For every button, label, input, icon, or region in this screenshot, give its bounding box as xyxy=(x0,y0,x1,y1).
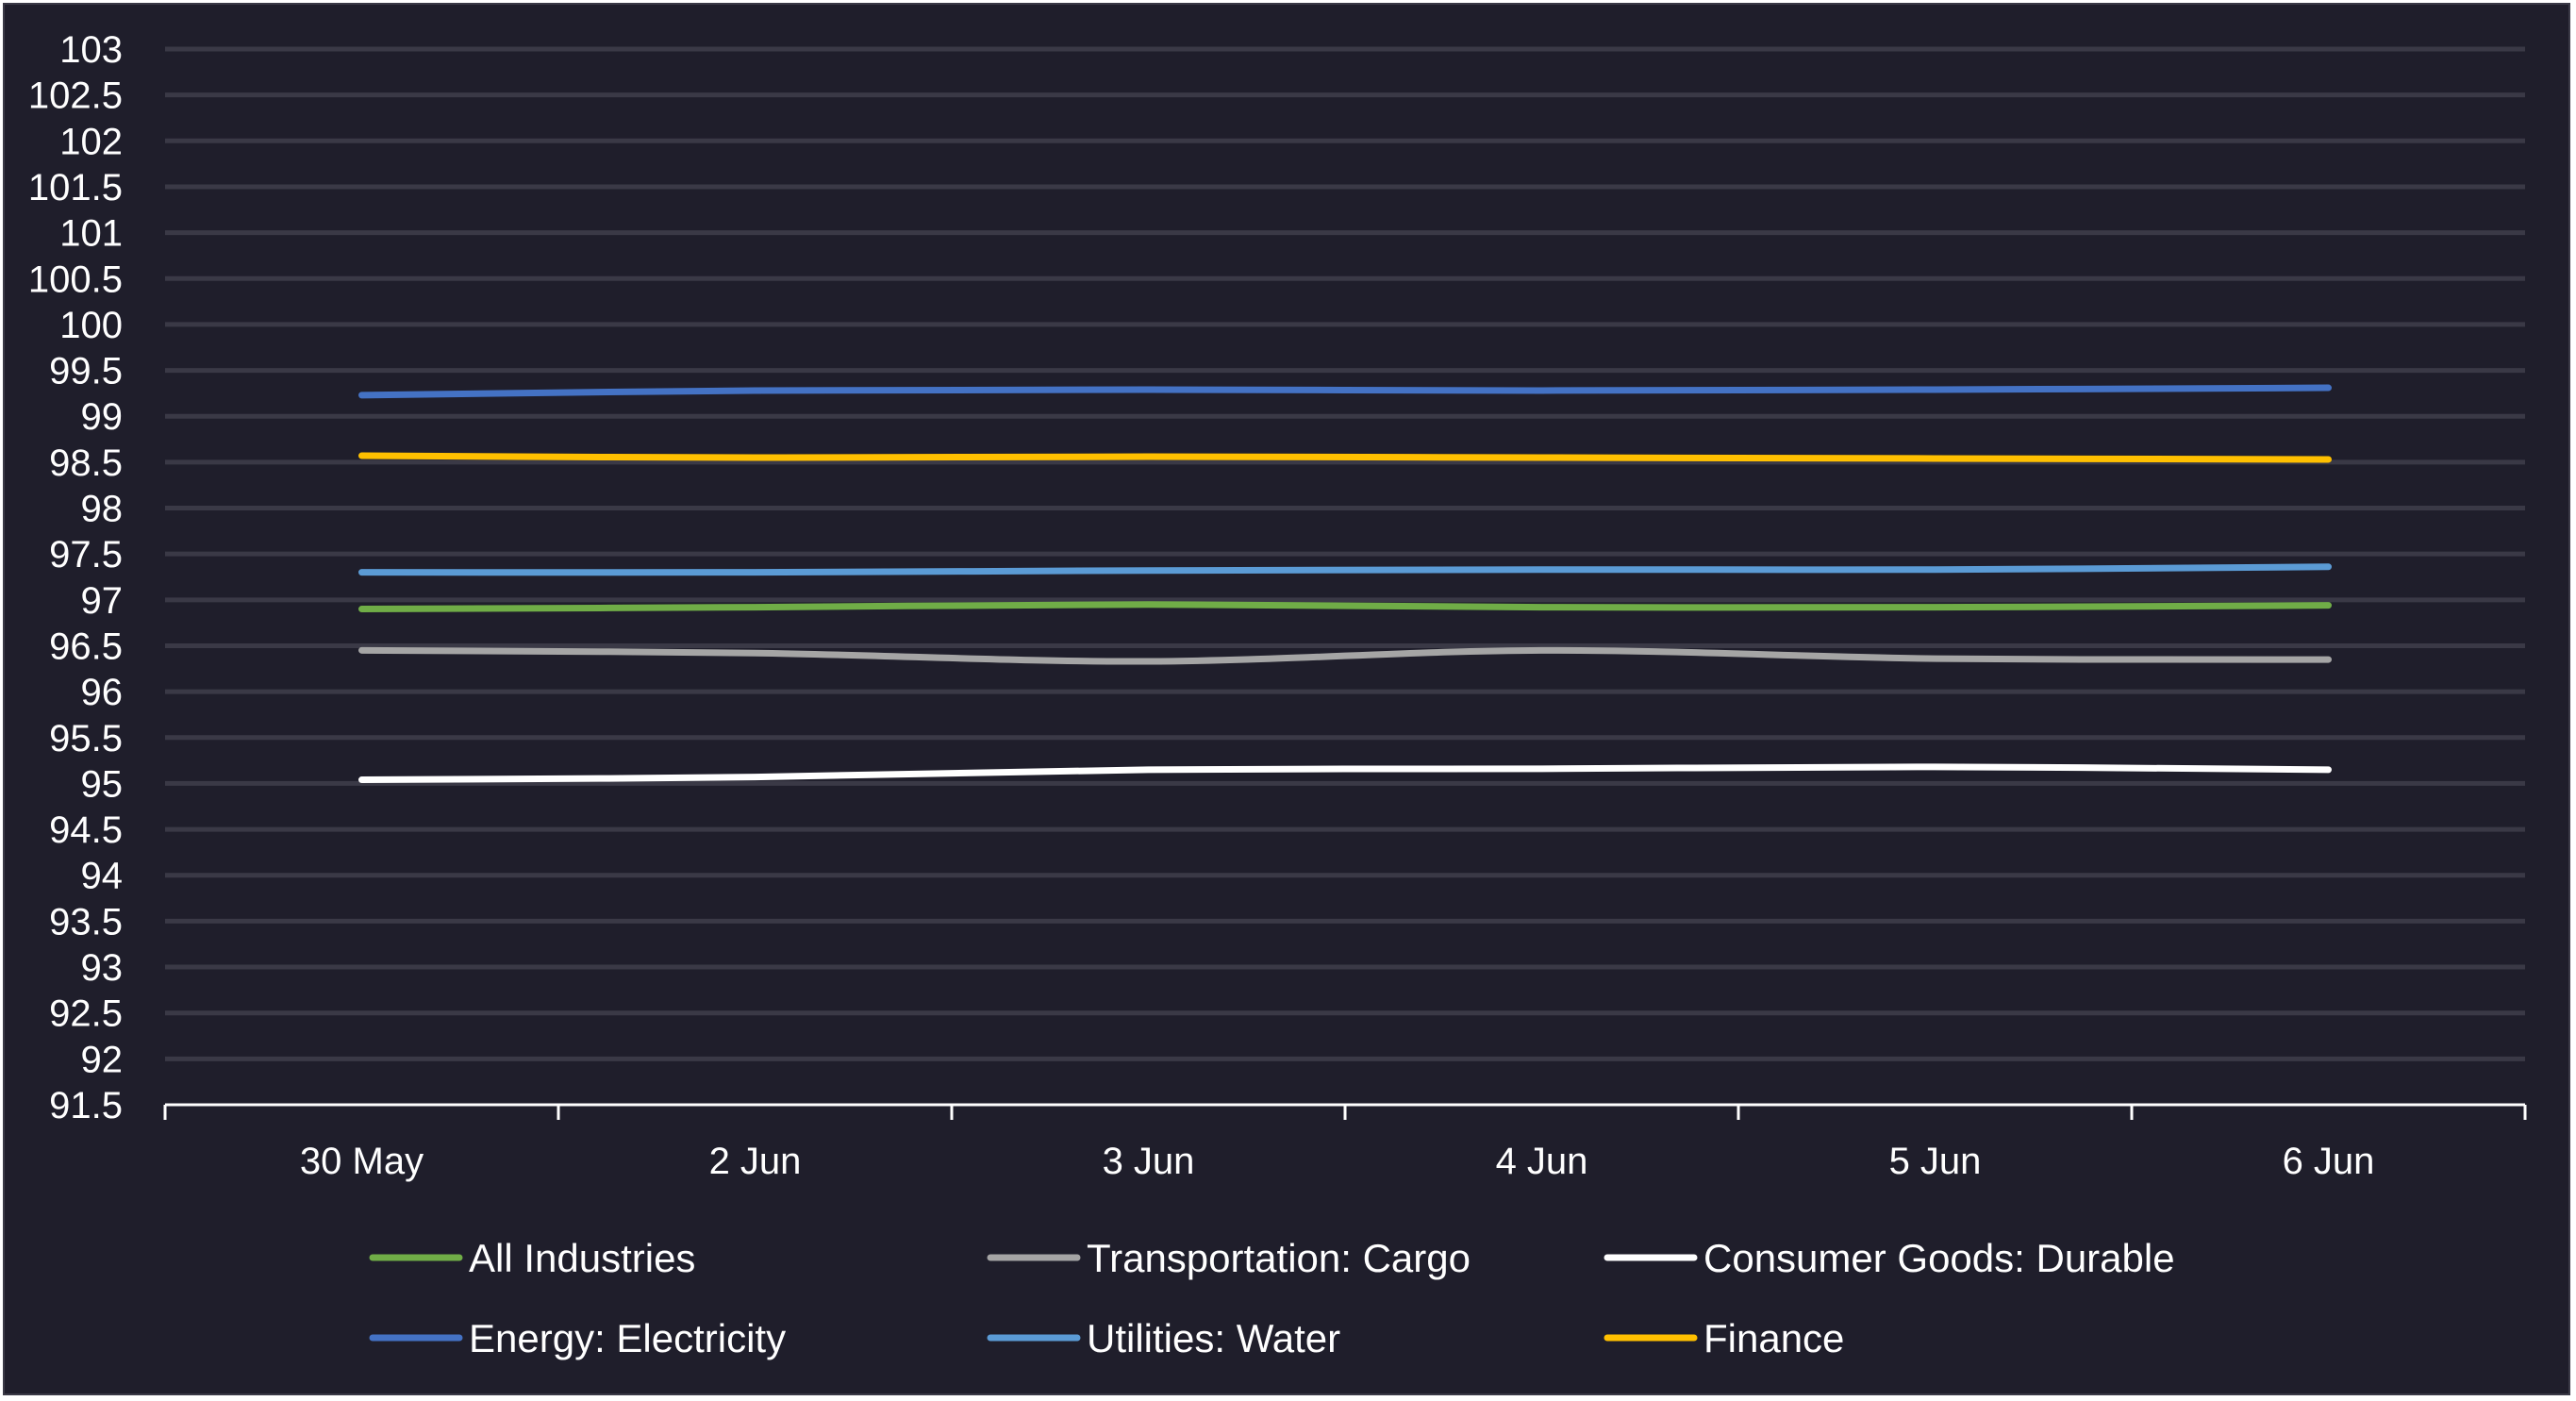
y-tick-label: 96.5 xyxy=(49,625,123,667)
y-tick-label: 99.5 xyxy=(49,351,123,392)
legend-label: Utilities: Water xyxy=(1087,1316,1340,1360)
y-tick-label: 102 xyxy=(59,121,123,162)
series-line-transportation-cargo xyxy=(358,646,2332,665)
x-tick-label: 30 May xyxy=(300,1141,424,1182)
legend-label: Consumer Goods: Durable xyxy=(1703,1236,2175,1280)
x-tick-label: 3 Jun xyxy=(1103,1141,1195,1182)
legend-item-consumer-goods-durable: Consumer Goods: Durable xyxy=(1604,1236,2175,1280)
legend-label: All Industries xyxy=(469,1236,695,1280)
y-tick-label: 100 xyxy=(59,305,123,346)
y-tick-label: 93.5 xyxy=(49,901,123,942)
y-tick-label: 103 xyxy=(59,29,123,71)
series-line-energy-electricity xyxy=(358,384,2332,399)
y-tick-label: 94 xyxy=(81,856,124,897)
y-tick-label: 92 xyxy=(81,1039,124,1080)
y-tick-label: 91.5 xyxy=(49,1085,123,1126)
y-tick-label: 94.5 xyxy=(49,809,123,851)
y-tick-label: 92.5 xyxy=(49,993,123,1035)
grid-lines xyxy=(165,46,2525,1061)
x-axis: 30 May 2 Jun 3 Jun 4 Jun 5 Jun 6 Jun xyxy=(163,1103,2527,1182)
y-tick-label: 95.5 xyxy=(49,718,123,759)
y-tick-label: 100.5 xyxy=(28,259,123,300)
y-tick-label: 95 xyxy=(81,763,124,805)
y-tick-label: 98 xyxy=(81,489,124,530)
y-tick-label: 102.5 xyxy=(28,75,123,117)
legend-label: Transportation: Cargo xyxy=(1087,1236,1471,1280)
y-tick-label: 101 xyxy=(59,213,123,255)
legend-item-utilities-water: Utilities: Water xyxy=(987,1316,1340,1360)
legend: All Industries Transportation: Cargo Consu… xyxy=(369,1236,2175,1360)
y-tick-label: 97 xyxy=(81,580,124,622)
legend-label: Energy: Electricity xyxy=(469,1316,786,1360)
series-line-utilities-water xyxy=(358,563,2332,576)
legend-item-transportation-cargo: Transportation: Cargo xyxy=(987,1236,1471,1280)
series-line-finance xyxy=(358,452,2332,463)
y-tick-label: 96 xyxy=(81,672,124,713)
x-tick-label: 4 Jun xyxy=(1496,1141,1588,1182)
series-line-consumer-goods-durable xyxy=(358,763,2332,784)
y-tick-label: 93 xyxy=(81,947,124,989)
x-tick-label: 2 Jun xyxy=(709,1141,802,1182)
series-line-all-industries xyxy=(358,601,2332,613)
y-tick-label: 98.5 xyxy=(49,442,123,484)
series-lines xyxy=(358,384,2332,784)
x-tick-label: 5 Jun xyxy=(1889,1141,1982,1182)
legend-item-energy-electricity: Energy: Electricity xyxy=(369,1316,786,1360)
legend-label: Finance xyxy=(1703,1316,1844,1360)
y-tick-label: 99 xyxy=(81,396,124,438)
legend-item-finance: Finance xyxy=(1604,1316,1844,1360)
y-tick-label: 101.5 xyxy=(28,167,123,208)
y-tick-label: 97.5 xyxy=(49,534,123,575)
legend-item-all-industries: All Industries xyxy=(369,1236,695,1280)
x-tick-label: 6 Jun xyxy=(2283,1141,2375,1182)
